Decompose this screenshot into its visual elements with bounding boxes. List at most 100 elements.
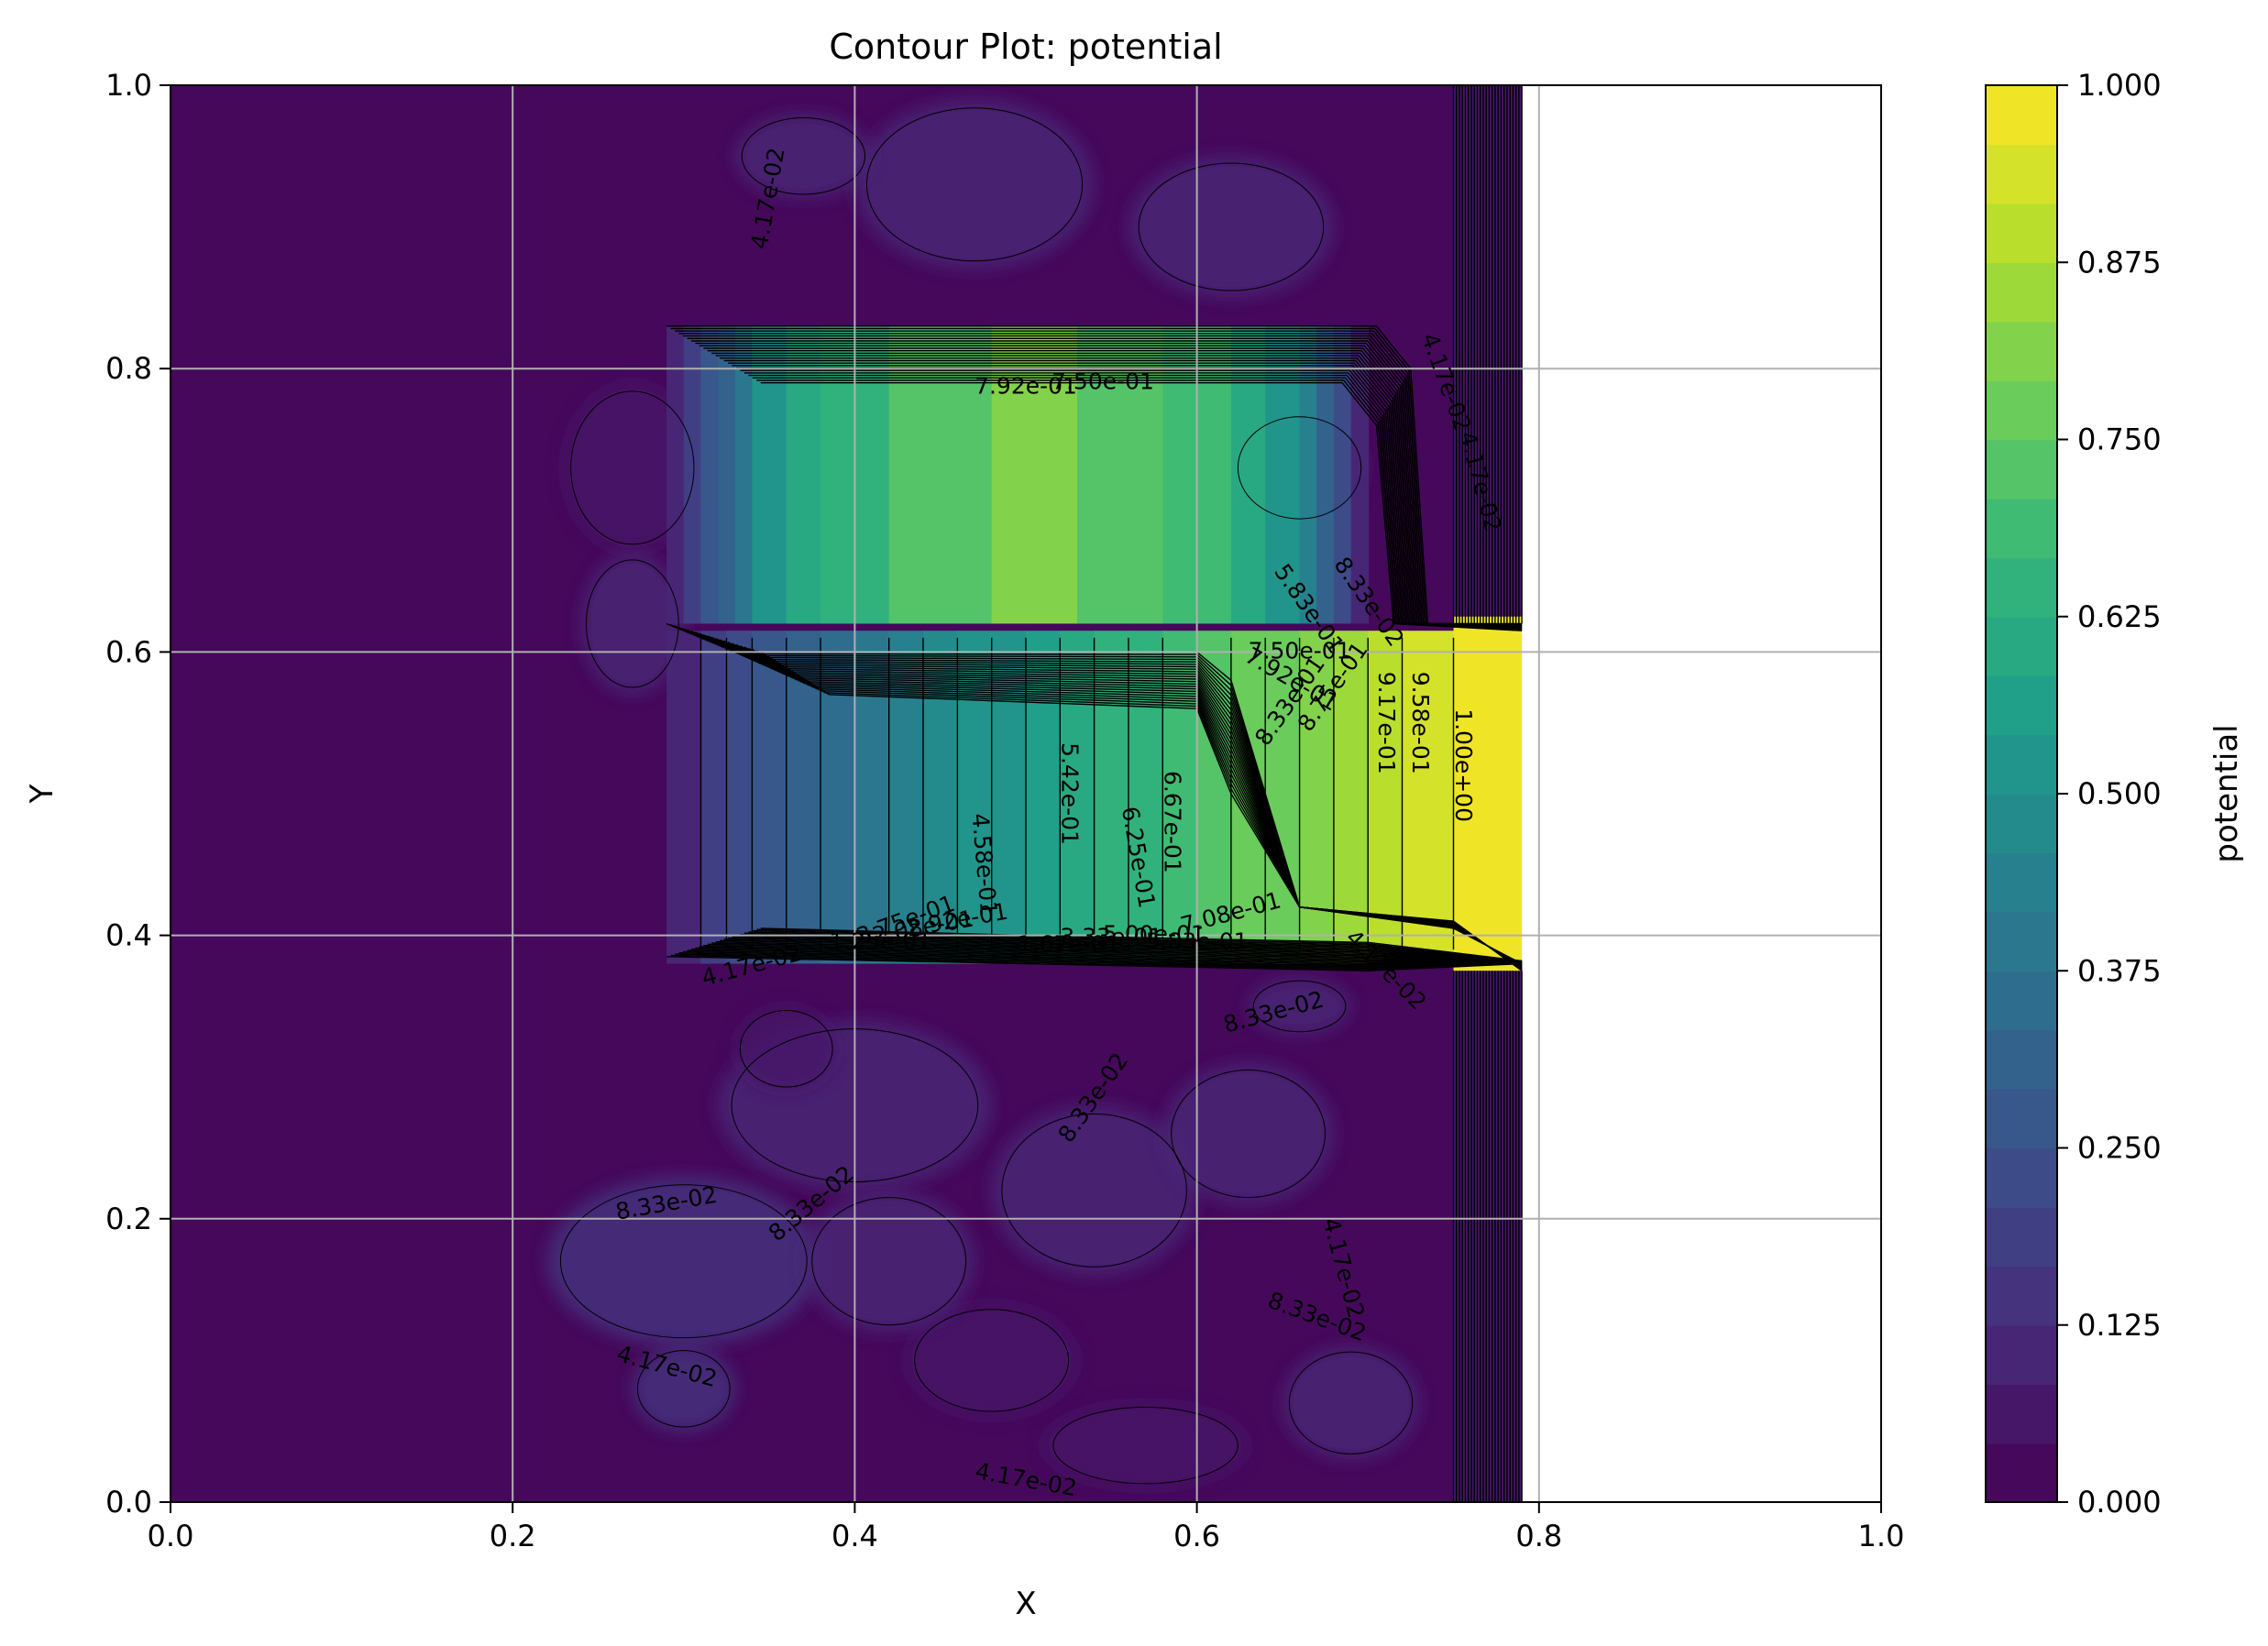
contour-label: 5.42e-01 <box>1057 742 1084 845</box>
contour-label: 7.92e-01 <box>974 372 1077 399</box>
colorbar-tick-label: 1.000 <box>2077 68 2162 103</box>
colorbar-segment <box>1986 1029 2057 1090</box>
colorbar-tick-label: 0.750 <box>2077 422 2162 457</box>
field-band-lower <box>1368 631 1404 964</box>
contour-label: 6.67e-01 <box>1160 771 1186 873</box>
y-tick-label: 0.2 <box>105 1202 152 1236</box>
contour-label: 9.17e-01 <box>1373 672 1400 774</box>
field-band-upper <box>666 325 685 624</box>
colorbar-segment <box>1986 1206 2057 1267</box>
field-blank-region <box>1522 85 1881 1502</box>
colorbar-segment <box>1986 794 2057 854</box>
colorbar-segment <box>1986 911 2057 972</box>
field-band-upper <box>1333 325 1352 624</box>
field-patch <box>734 113 873 199</box>
field-band-lower <box>700 631 728 964</box>
x-tick-label: 0.2 <box>490 1519 536 1553</box>
colorbar-segment <box>1986 1147 2057 1208</box>
contour-label: 3.33e-01 <box>1060 924 1162 950</box>
x-axis-ticks: 0.0 0.2 0.4 0.6 0.8 1.0 <box>148 1502 1905 1553</box>
colorbar-tick-label: 0.500 <box>2077 776 2162 811</box>
colorbar-segment <box>1986 1324 2057 1385</box>
contour-loop <box>811 1197 967 1326</box>
contour-label: 5.83e-01 <box>1146 927 1249 954</box>
x-tick-label: 1.0 <box>1858 1519 1905 1553</box>
contour-label: 9.58e-01 <box>1407 672 1434 774</box>
colorbar-segment <box>1986 852 2057 913</box>
field-patch <box>854 99 1095 269</box>
field-patch <box>1282 1345 1420 1460</box>
colorbar-segment <box>1986 203 2057 264</box>
x-axis-label: X <box>1015 1586 1036 1622</box>
field-patch <box>991 1105 1197 1276</box>
colorbar-segment <box>1986 321 2057 381</box>
field-band-lower <box>666 631 702 964</box>
colorbar-segment <box>1986 734 2057 795</box>
x-tick-label: 0.4 <box>831 1519 878 1553</box>
colorbar-segment <box>1986 439 2057 499</box>
colorbar-tick-label: 0.375 <box>2077 953 2162 988</box>
grid-lines <box>171 85 1881 1502</box>
colorbar-tick-label: 0.875 <box>2077 245 2162 280</box>
contour-loop <box>865 107 1084 262</box>
y-tick-label: 0.4 <box>105 918 152 953</box>
contour-label: 1.00e+00 <box>1450 708 1477 822</box>
x-tick-label: 0.0 <box>148 1519 194 1553</box>
contour-upper-line <box>760 382 1523 631</box>
colorbar-segment <box>1986 1443 2057 1503</box>
colorbar-segment <box>1986 262 2057 323</box>
field-band-upper <box>718 325 736 624</box>
colorbar-segment <box>1986 1266 2057 1326</box>
contour-loop <box>1171 1069 1327 1199</box>
colorbar-segment <box>1986 498 2057 559</box>
contour-loop <box>559 1184 808 1339</box>
colorbar-tick-label: 0.625 <box>2077 599 2162 634</box>
colorbar-segment <box>1986 616 2057 676</box>
contour-loop <box>1288 1351 1414 1454</box>
colorbar-segment <box>1986 1384 2057 1444</box>
axes-frame <box>170 84 1882 1503</box>
colorbar-segment <box>1986 675 2057 736</box>
contour-loop <box>585 559 679 688</box>
field-patch <box>734 1005 838 1092</box>
colorbar-ticks: 0.000 0.125 0.250 0.375 0.500 0.625 0.750 0.875… <box>2057 68 2162 1520</box>
field-patch <box>564 382 701 554</box>
field-patch <box>1248 977 1351 1035</box>
colorbar-segment <box>1986 380 2057 441</box>
colorbar-tick-label: 0.250 <box>2077 1131 2162 1166</box>
field-patch <box>803 1190 975 1333</box>
field-band-lower <box>1402 631 1455 964</box>
y-tick-label: 0.0 <box>105 1485 152 1520</box>
field-patch <box>580 553 684 695</box>
y-tick-label: 1.0 <box>105 68 152 103</box>
colorbar-label: potential <box>2208 724 2245 862</box>
colorbar-tick-label: 0.125 <box>2077 1308 2162 1343</box>
contour-label: 5.00e-01 <box>1103 921 1206 948</box>
contour-loop <box>1138 162 1325 291</box>
x-tick-label: 0.8 <box>1515 1519 1562 1553</box>
field-band-upper <box>1316 325 1335 624</box>
contour-loop <box>741 117 866 195</box>
contour-label: 7.50e-01 <box>1249 637 1351 664</box>
field-band-upper <box>1299 325 1318 624</box>
colorbar-segment <box>1986 971 2057 1031</box>
field-patch <box>906 1303 1077 1418</box>
contour-label: 1.25e-01 <box>829 927 931 954</box>
field-band-lower <box>752 631 787 964</box>
y-tick-label: 0.6 <box>105 634 152 669</box>
colorbar <box>1986 85 2057 1503</box>
contour-loop <box>1052 1406 1239 1485</box>
y-tick-label: 0.8 <box>105 351 152 386</box>
y-axis-label: Y <box>24 784 61 804</box>
x-tick-label: 0.6 <box>1173 1519 1220 1553</box>
contour-loop <box>739 1010 833 1088</box>
colorbar-segment <box>1986 1089 2057 1149</box>
contour-loop <box>1001 1113 1187 1267</box>
contour-loop <box>1237 416 1362 520</box>
field-band-lower <box>726 631 754 964</box>
field-band-upper <box>1350 325 1370 624</box>
colorbar-segment <box>1986 557 2057 618</box>
field-patch <box>1162 1062 1334 1205</box>
